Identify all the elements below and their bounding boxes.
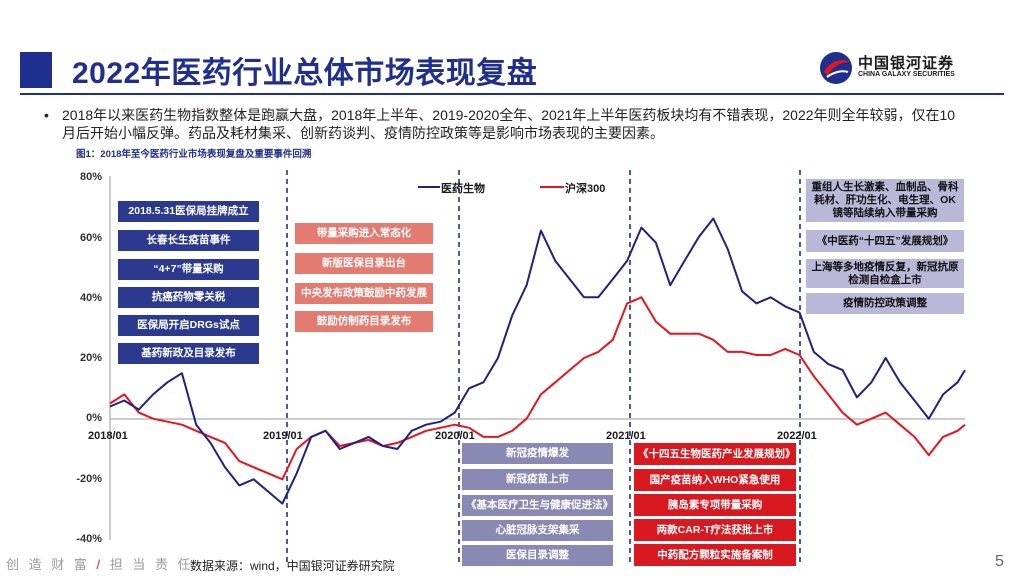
- event-box: 国产疫苗纳入WHO紧急使用: [634, 469, 796, 491]
- title-divider: [20, 93, 1004, 95]
- event-box: 鼓励仿制药目录发布: [295, 311, 433, 332]
- event-box: 两款CAR-T疗法获批上市: [634, 519, 796, 541]
- event-box: 新冠疫苗上市: [462, 469, 613, 490]
- data-source: 数据来源：wind，中国银河证券研究院: [190, 559, 395, 573]
- event-box: 新版医保目录出台: [295, 253, 433, 274]
- page-title: 2022年医药行业总体市场表现复盘: [72, 57, 538, 90]
- event-box: 新冠疫情爆发: [462, 443, 613, 464]
- event-box: 重组人生长激素、血制品、骨科耗材、肝功生化、电生理、OK镜等陆续纳入带量采购: [806, 179, 964, 222]
- slogan-part-a: 创 造 财 富: [6, 557, 90, 572]
- legend-label-pharma: 医药生物: [441, 183, 485, 195]
- legend-label-csi300: 沪深300: [565, 183, 606, 195]
- brand-logo: 中国银河证券 CHINA GALAXY SECURITIES: [818, 50, 968, 86]
- event-box: 《十四五生物医药产业发展规划》: [634, 443, 796, 465]
- event-box: 中药配方颗粒实施备案制: [634, 544, 796, 566]
- slogan-slash: /: [96, 557, 104, 572]
- event-box: 《中医药“十四五”发展规划》: [806, 230, 964, 252]
- x-tick-label: 2020/01: [435, 430, 475, 442]
- x-tick-label: 2021/01: [606, 430, 646, 442]
- y-tick-label: -40%: [76, 533, 102, 545]
- figure-title: 图1：2018年至今医药行业市场表现复盘及重要事件回溯: [76, 149, 312, 160]
- x-tick-label: 2019/01: [263, 430, 303, 442]
- page-number: 5: [995, 553, 1004, 570]
- summary-bullet: • 2018年以来医药生物指数整体是跑赢大盘，2018年上半年、2019-202…: [44, 106, 962, 142]
- x-tick-label: 2018/01: [88, 430, 128, 442]
- legend-swatch-csi300: [540, 186, 564, 188]
- event-box: 疫情防控政策调整: [806, 293, 964, 314]
- x-tick-label: 2022/01: [777, 430, 817, 442]
- event-box: 长春长生疫苗事件: [118, 230, 259, 251]
- galaxy-logo-icon: [820, 52, 852, 84]
- footer-slogan: 创 造 财 富 / 担 当 责 任: [6, 554, 194, 573]
- event-box: 心脏冠脉支架集采: [462, 520, 613, 541]
- y-tick-label: 80%: [79, 171, 102, 183]
- event-box: 胰岛素专项带量采购: [634, 494, 796, 516]
- y-tick-label: 0%: [86, 412, 102, 424]
- series-pharma-line: [109, 217, 966, 505]
- event-box: 带量采购进入常态化: [295, 223, 433, 244]
- event-box: 抗癌药物零关税: [118, 287, 259, 308]
- event-box: 基药新政及目录发布: [118, 343, 259, 364]
- event-box: 医保目录调整: [462, 545, 613, 566]
- legend-swatch-pharma: [418, 186, 440, 188]
- logo-text-en: CHINA GALAXY SECURITIES: [858, 71, 955, 78]
- series-csi300-line: [109, 296, 966, 481]
- event-box: 中央发布政策鼓励中药发展: [295, 283, 433, 304]
- y-tick-label: 60%: [79, 232, 102, 244]
- event-box: 2018.5.31医保局挂牌成立: [118, 201, 259, 222]
- y-tick-label: 20%: [79, 352, 102, 364]
- summary-text: 2018年以来医药生物指数整体是跑赢大盘，2018年上半年、2019-2020全…: [62, 107, 956, 141]
- event-box: 《基本医疗卫生与健康促进法》: [462, 495, 613, 516]
- slogan-part-b: 担 当 责 任: [109, 557, 194, 572]
- bullet-dot-icon: •: [44, 107, 49, 123]
- y-tick-label: 40%: [79, 292, 102, 304]
- event-box: “4+7”带量采购: [118, 259, 259, 280]
- event-box: 医保局开启DRGs试点: [118, 315, 259, 336]
- y-tick-label: -20%: [76, 473, 102, 485]
- title-accent-bar: [20, 52, 52, 88]
- event-box: 上海等多地疫情反复，新冠抗原检测自检盒上市: [806, 259, 964, 288]
- logo-text-cn: 中国银河证券: [858, 55, 955, 72]
